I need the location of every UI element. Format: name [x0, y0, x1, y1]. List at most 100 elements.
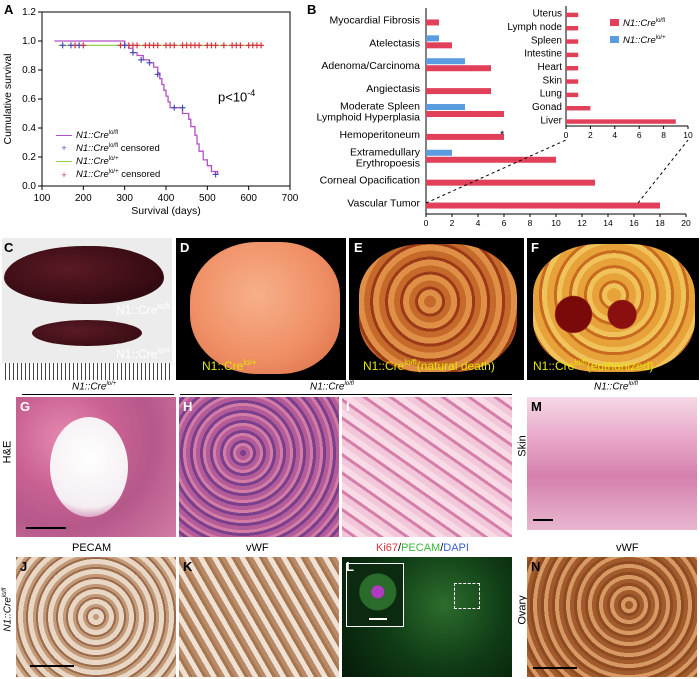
photo-panel-d: N1::Crelo/+ [176, 238, 346, 380]
survival-chart: 100 200 300 400 500 600 700 0.0 0.2 0.4 0.6 0.8 1.0 1… [2, 7, 299, 217]
inset-x-tick-label: 6 [637, 130, 642, 140]
photo-c-label-bottom-main: N1::Cre [116, 347, 158, 361]
main-bar-lofl [426, 179, 595, 186]
side-label-j-main: N1::Cre [2, 597, 14, 632]
main-bar-lofl [426, 88, 491, 95]
panel-letter-m: M [531, 399, 542, 414]
inset-category-label: Liver [540, 115, 562, 126]
inset-bar-lofl [566, 106, 591, 111]
panel-letter-a: A [4, 2, 14, 17]
panel-letter-e: E [354, 240, 363, 255]
panel-letter-i: I [346, 399, 350, 414]
legend-row-lofl-censored: + N1::Crelo/fl censored [56, 141, 160, 154]
inset-bar-lofl [566, 12, 579, 18]
photo-c-label-top: N1::Crelo/fl [116, 302, 170, 317]
inset-bar-lofl [566, 92, 579, 98]
main-category-label: Erythropoesis [356, 157, 420, 169]
y-tick-label: 0.2 [22, 152, 36, 163]
photo-e-label-sup: lo/fl [404, 358, 417, 367]
y-tick-label: 0.4 [22, 123, 36, 134]
liver-tumor-natural-image [359, 244, 517, 372]
main-bar-lofl [426, 156, 556, 163]
photo-e-label-main: N1::Cre [363, 359, 405, 373]
survival-line-lofl [54, 40, 219, 175]
liver-tumor-euthanized-image [533, 244, 695, 372]
x-tick-label: 100 [34, 193, 51, 204]
legend-label: N1::Cre [76, 156, 109, 168]
inset-category-label: Heart [538, 62, 563, 73]
photo-f-label-suffix: (euthanized) [586, 359, 654, 373]
x-tick-label: 700 [282, 193, 299, 204]
main-x-tick-label: 0 [424, 218, 429, 228]
main-x-tick-label: 10 [551, 218, 561, 228]
inset-category-label: Lung [540, 89, 562, 100]
main-bar-lofl [426, 42, 452, 49]
label-l-sep2: / [440, 542, 444, 554]
ruler-strip [2, 363, 172, 380]
main-bar-loplus [426, 58, 465, 65]
x-tick-label: 600 [240, 193, 257, 204]
legend-swatch-plus: + [61, 143, 67, 155]
scale-bar-j [30, 665, 74, 667]
header-g: N1::Crelo/+ [72, 381, 116, 392]
survival-pvalue-exp: -4 [247, 88, 256, 98]
inset-category-label: Skin [543, 75, 562, 86]
photo-c-label-top-sup: lo/fl [157, 302, 170, 311]
inset-legend-row-loplus: N1::Crelo/+ [610, 31, 666, 48]
legend-swatch-line [56, 135, 72, 137]
panel-letter-l: L [346, 559, 354, 574]
header-m-sup: lo/fl [628, 381, 638, 387]
photo-d-label-main: N1::Cre [202, 359, 244, 373]
histology-panel-i [342, 397, 512, 537]
inset-bar-lofl [566, 79, 579, 84]
inset-category-label: Lymph node [507, 22, 562, 33]
scale-bar-g [26, 527, 66, 529]
header-hi-sup: lo/fl [344, 381, 354, 387]
inset-category-label: Gonad [532, 102, 562, 113]
scale-bar-l-inset [369, 618, 387, 620]
inset-legend-sup: lo/fl [655, 18, 666, 24]
photo-f-label-sup: lo/fl [574, 358, 587, 367]
main-category-label: Moderate Spleen [340, 101, 420, 113]
main-bar-lofl [426, 133, 504, 140]
main-bar-lofl [426, 19, 439, 26]
legend-label-suffix: censored [118, 143, 160, 155]
main-x-tick-label: 2 [450, 218, 455, 228]
photo-f-label: N1::Crelo/fl(euthanized) [533, 358, 654, 373]
histology-panel-j [16, 557, 176, 677]
inset-bar-lofl [566, 119, 676, 124]
panel-letter-c: C [4, 240, 14, 255]
main-category-label: Extramedullary [350, 146, 421, 158]
histology-panel-g [16, 397, 176, 537]
label-l: Ki67/PECAM/DAPI [376, 542, 469, 554]
inset-category-label: Intestine [524, 49, 562, 60]
y-tick-label: 0.6 [22, 94, 36, 105]
survival-pvalue-base: p<10 [218, 89, 248, 105]
inset-legend-row-lofl: N1::Crelo/fl [610, 14, 666, 31]
legend-row-lofl: N1::Crelo/fl [56, 128, 160, 141]
label-l-ki67: Ki67 [376, 542, 399, 554]
zoom-connector-right [637, 139, 689, 204]
header-m: N1::Crelo/fl [594, 381, 638, 392]
panel-letter-j: J [20, 559, 28, 574]
panel-letter-n: N [531, 559, 541, 574]
x-tick-label: 300 [116, 193, 133, 204]
y-axis-label: Cumulative survival [2, 53, 14, 144]
legend-label-suffix: censored [118, 169, 161, 181]
x-tick-label: 500 [199, 193, 216, 204]
header-hi-main: N1::Cre [310, 381, 345, 393]
inset-x-tick-label: 0 [564, 130, 569, 140]
x-axis-label: Survival (days) [131, 205, 200, 217]
photo-c-label-bottom-sup: lo/+ [157, 346, 171, 355]
header-m-main: N1::Cre [594, 381, 629, 393]
inset-zoom-image [346, 563, 404, 627]
survival-pvalue: p<10-4 [218, 88, 255, 104]
legend-label-sup: lo/fl [108, 130, 119, 136]
inset-bar-lofl [566, 39, 579, 44]
inset-category-label: Spleen [531, 35, 562, 46]
label-l-dapi: DAPI [443, 542, 469, 554]
y-tick-label: 0.0 [22, 181, 36, 192]
main-bar-loplus [426, 35, 439, 42]
inset-legend-sup: lo/+ [655, 35, 666, 42]
